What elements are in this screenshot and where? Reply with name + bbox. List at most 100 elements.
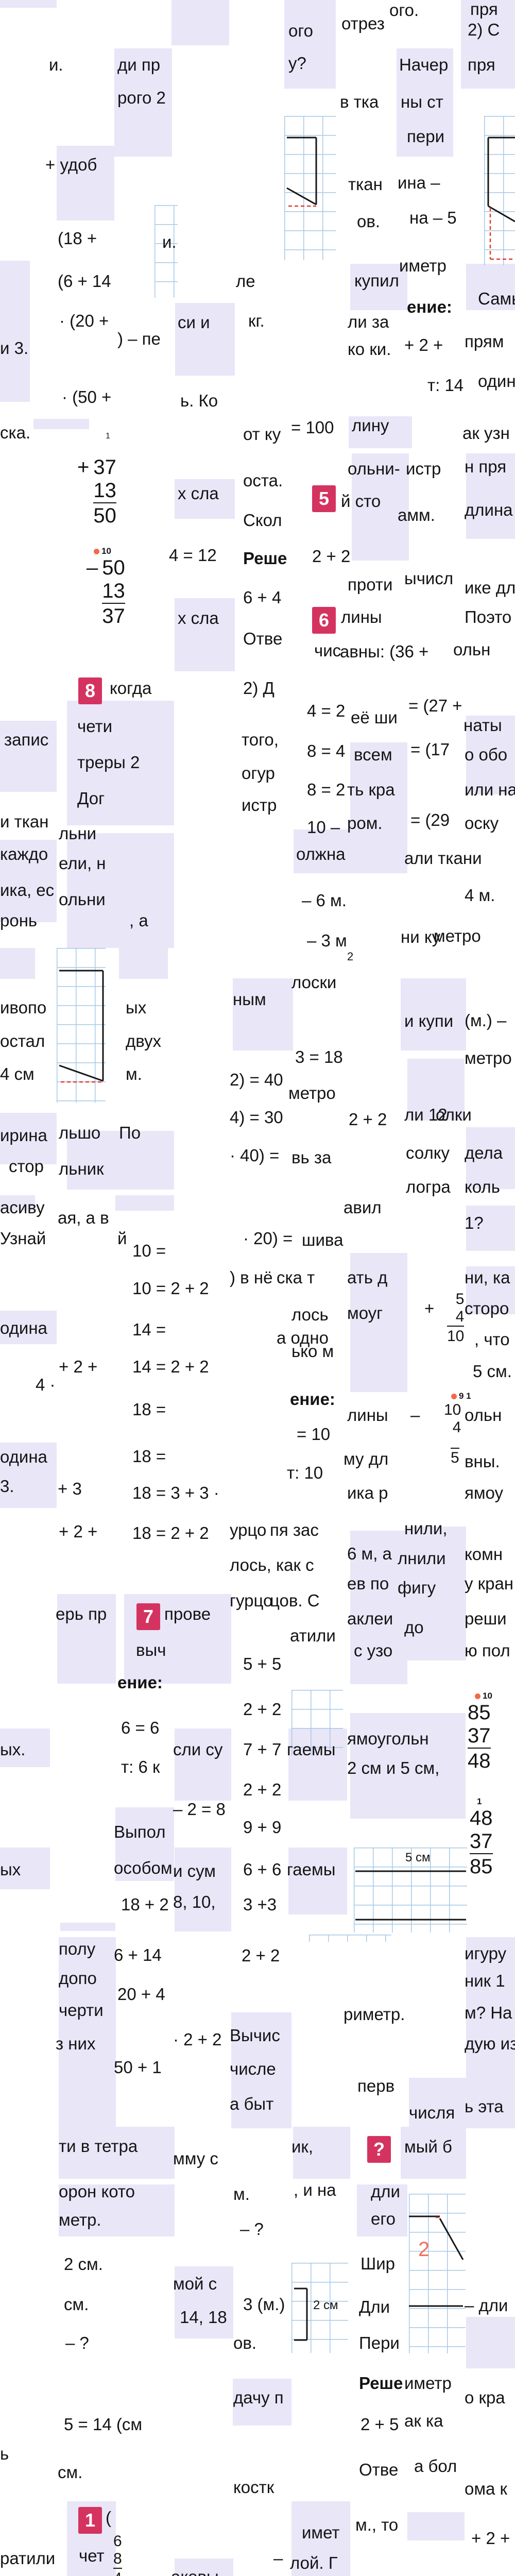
text-fragment: или на — [465, 780, 515, 799]
text-fragment: ( — [106, 2508, 111, 2527]
column-op-body: 684 — [113, 2533, 122, 2576]
text-fragment: · (20 + — [59, 311, 109, 330]
text-fragment: 3 = 18 — [295, 1047, 343, 1066]
text-fragment: ска т — [277, 1268, 315, 1287]
text-fragment: и купи — [404, 1011, 454, 1030]
text-fragment: лнили — [398, 1549, 446, 1568]
text-fragment: ди пр — [117, 55, 161, 74]
highlight-box — [288, 1848, 347, 1914]
text-fragment: а быт — [230, 2094, 274, 2113]
highlight-box — [397, 48, 453, 157]
text-fragment: дую из — [465, 2034, 515, 2053]
text-fragment: когда — [110, 679, 152, 698]
text-fragment: 2 + 2 — [243, 1780, 282, 1799]
operand: 8 — [113, 2550, 122, 2567]
text-fragment: допо — [59, 1969, 97, 1988]
text-fragment: (18 + — [58, 229, 97, 248]
text-fragment: 5 — [451, 1448, 459, 1466]
text-fragment: см. — [64, 2295, 89, 2314]
problem-number-badge: 8 — [78, 677, 102, 704]
problem-number-badge: 5 — [312, 485, 336, 512]
text-fragment: гаемы — [287, 1860, 336, 1879]
text-fragment: ение: — [290, 1389, 335, 1409]
operand: 50 — [102, 556, 125, 579]
highlight-box — [291, 2501, 350, 2576]
text-fragment: ерь пр — [56, 1604, 107, 1623]
text-fragment: мой с — [173, 2274, 217, 2293]
text-fragment: 2 + 2 — [242, 1946, 280, 1965]
highlight-box — [175, 1728, 231, 1801]
text-fragment: лоски — [291, 973, 337, 992]
text-fragment: = (17 — [410, 740, 450, 759]
text-fragment: запис — [4, 730, 49, 749]
text-fragment: (м.) – — [465, 1011, 507, 1030]
text-fragment: иметр — [399, 256, 447, 275]
figure-label: 2 — [418, 2238, 430, 2261]
text-fragment: 6 + 14 — [114, 1945, 162, 1964]
text-fragment: метро — [434, 926, 481, 945]
text-fragment: двух — [126, 1031, 162, 1050]
operand-rows: 85 37 48 — [468, 1701, 491, 1773]
text-fragment: Узнай — [0, 1229, 46, 1248]
highlight-box — [466, 2317, 515, 2368]
text-fragment: ычисл — [404, 569, 454, 588]
highlight-box — [233, 978, 293, 1050]
text-fragment: истр — [406, 459, 441, 478]
highlight-box — [175, 2558, 233, 2576]
highlight-box — [466, 1206, 515, 1251]
text-fragment: 14 = 2 + 2 — [132, 1357, 209, 1376]
text-fragment: ели, н — [59, 854, 106, 873]
highlight-box — [0, 1311, 57, 1344]
text-fragment: 50 + 1 — [114, 2058, 162, 2077]
highlight-box — [119, 948, 168, 979]
text-fragment: истр — [242, 795, 277, 815]
text-fragment: лины — [341, 607, 382, 626]
text-fragment: кг. — [248, 311, 265, 330]
highlight-box — [0, 0, 57, 8]
grid-figure — [154, 205, 178, 298]
text-fragment: 2 + 2 — [312, 547, 351, 566]
text-fragment: орон кото — [59, 2182, 135, 2201]
text-fragment: всем — [354, 745, 392, 764]
text-fragment: игуру — [465, 1944, 507, 1963]
text-fragment: метро — [288, 1083, 336, 1103]
text-fragment: ина – — [398, 173, 440, 192]
highlight-box — [115, 1807, 174, 1881]
figure-lines-icon — [294, 2287, 308, 2341]
text-fragment: метр. — [59, 2210, 101, 2229]
text-fragment: 2 + 2 — [243, 1700, 282, 1719]
text-fragment: длина — [465, 500, 513, 519]
text-fragment: мму с — [173, 2149, 218, 2168]
operand: 10 — [444, 1401, 461, 1418]
borrow-dot-icon — [451, 1393, 457, 1399]
text-fragment: полу — [59, 1939, 96, 1958]
text-fragment: 10 = 2 + 2 — [132, 1279, 209, 1298]
highlight-box — [350, 264, 407, 310]
text-fragment: али ткани — [404, 849, 482, 868]
text-fragment: ирина — [0, 1126, 47, 1145]
text-fragment: = 100 — [291, 418, 334, 437]
text-fragment: 4) = 30 — [230, 1108, 283, 1127]
text-fragment: Реше — [359, 2374, 403, 2393]
text-fragment: ак ка — [404, 2411, 443, 2430]
highlight-box — [114, 48, 172, 157]
highlight-box — [294, 829, 350, 873]
text-fragment: наты — [464, 716, 502, 735]
figure-lines-icon — [409, 2215, 464, 2307]
highlight-box — [349, 416, 412, 448]
text-fragment: 14, 18 — [180, 2308, 227, 2327]
highlight-box — [0, 948, 35, 979]
highlight-box — [407, 1059, 465, 1121]
text-fragment: аклеи — [347, 1609, 393, 1628]
text-fragment: асиву — [0, 1198, 45, 1217]
column-op-body: 85 37 48 — [468, 1701, 492, 1773]
operand-rows: 48 37 85 — [470, 1807, 493, 1878]
text-fragment: · (50 + — [62, 387, 112, 406]
text-fragment: авил — [344, 1198, 382, 1217]
highlight-box — [293, 2127, 350, 2179]
highlight-box — [59, 2127, 175, 2179]
text-fragment: 18 = 2 + 2 — [132, 1523, 209, 1543]
text-fragment: с узо — [354, 1641, 393, 1660]
highlight-box — [466, 264, 515, 310]
mark-digits: 1 — [477, 1797, 482, 1806]
